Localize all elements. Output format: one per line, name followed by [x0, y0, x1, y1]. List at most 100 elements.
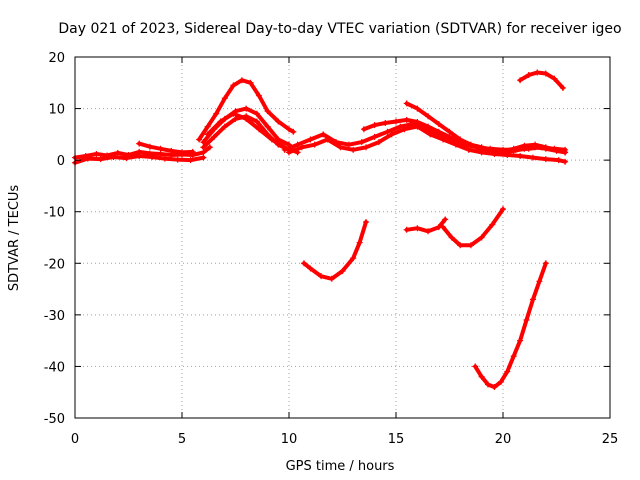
data-point [358, 139, 365, 146]
data-point [403, 100, 410, 107]
data-point [435, 121, 442, 128]
point-group-track-14 [440, 206, 506, 249]
data-point [294, 141, 301, 148]
data-point [414, 118, 421, 125]
data-point [168, 147, 175, 154]
data-point [562, 149, 569, 156]
data-point [149, 154, 156, 161]
data-point [328, 275, 335, 282]
data-point [478, 373, 485, 380]
data-point [200, 154, 207, 161]
data-point [110, 154, 117, 161]
data-point [457, 136, 464, 143]
data-series-track-16 [518, 70, 565, 90]
data-point [307, 136, 314, 143]
data-point [206, 144, 213, 151]
point-group-track-7 [204, 110, 301, 156]
data-point [136, 153, 143, 160]
data-point [161, 155, 168, 162]
data-point [97, 156, 104, 163]
data-point [465, 146, 472, 153]
data-point [500, 147, 506, 154]
data-point [521, 142, 528, 149]
data-point [485, 381, 492, 388]
data-point [529, 296, 536, 303]
data-point [339, 268, 346, 275]
data-series-track-4 [197, 78, 296, 142]
y-tick-label: -20 [44, 257, 65, 272]
data-point [425, 123, 432, 130]
data-series-track-7 [205, 111, 300, 155]
data-point [256, 92, 263, 99]
data-point [146, 143, 153, 150]
data-point [517, 153, 524, 160]
data-point [388, 131, 395, 138]
data-point [264, 108, 271, 115]
x-tick-label: 20 [495, 432, 512, 447]
data-point [324, 136, 331, 143]
data-point [298, 144, 305, 151]
x-tick-label: 10 [281, 432, 298, 447]
data-point [435, 128, 442, 135]
point-group-track-9 [286, 123, 569, 165]
data-point [403, 116, 410, 123]
data-series-track-13 [404, 217, 448, 234]
data-point [256, 126, 263, 133]
data-point [532, 141, 539, 148]
data-point [200, 144, 207, 151]
data-point [427, 131, 434, 138]
point-group-track-3 [136, 140, 196, 156]
data-point [264, 123, 271, 130]
data-point [307, 265, 314, 272]
data-point [510, 145, 517, 152]
chart-title: Day 021 of 2023, Sidereal Day-to-day VTE… [58, 21, 621, 37]
data-point [517, 77, 524, 84]
point-group-track-4 [196, 77, 297, 143]
data-series-track-11 [404, 101, 568, 155]
y-axis-label: SDTVAR / TECUs [7, 185, 22, 292]
data-point [446, 128, 453, 135]
data-point [320, 131, 327, 138]
data-point [504, 368, 511, 375]
data-point [375, 139, 382, 146]
data-point [510, 353, 517, 360]
data-point [500, 206, 506, 213]
y-tick-label: 10 [48, 103, 65, 118]
data-point [425, 113, 432, 120]
data-point [448, 234, 455, 241]
data-point [204, 131, 211, 138]
data-point [187, 157, 194, 164]
data-point [189, 148, 196, 155]
y-tick-label: -50 [44, 412, 65, 427]
data-point [536, 278, 543, 285]
data-point [440, 224, 447, 231]
data-point [489, 221, 496, 228]
data-point [414, 105, 421, 112]
data-point [497, 378, 504, 385]
data-point [247, 79, 254, 86]
data-point [401, 126, 408, 133]
data-point [397, 123, 404, 130]
data-point [542, 156, 549, 163]
data-point [196, 136, 203, 143]
data-point [457, 242, 464, 249]
data-point [555, 157, 562, 164]
data-point [382, 120, 389, 127]
point-group-track-16 [517, 69, 566, 91]
grid-layer [75, 57, 610, 418]
point-group-track-11 [403, 100, 569, 156]
data-point [345, 141, 352, 148]
point-group-track-1 [72, 144, 213, 161]
data-point [467, 242, 474, 249]
data-point [84, 155, 91, 162]
data-point [442, 216, 449, 223]
data-point [542, 70, 549, 77]
point-group-track-15 [472, 260, 549, 391]
data-point [440, 136, 447, 143]
data-point [350, 255, 357, 262]
y-tick-label: -30 [44, 309, 65, 324]
data-point [562, 158, 569, 165]
data-point [363, 144, 370, 151]
